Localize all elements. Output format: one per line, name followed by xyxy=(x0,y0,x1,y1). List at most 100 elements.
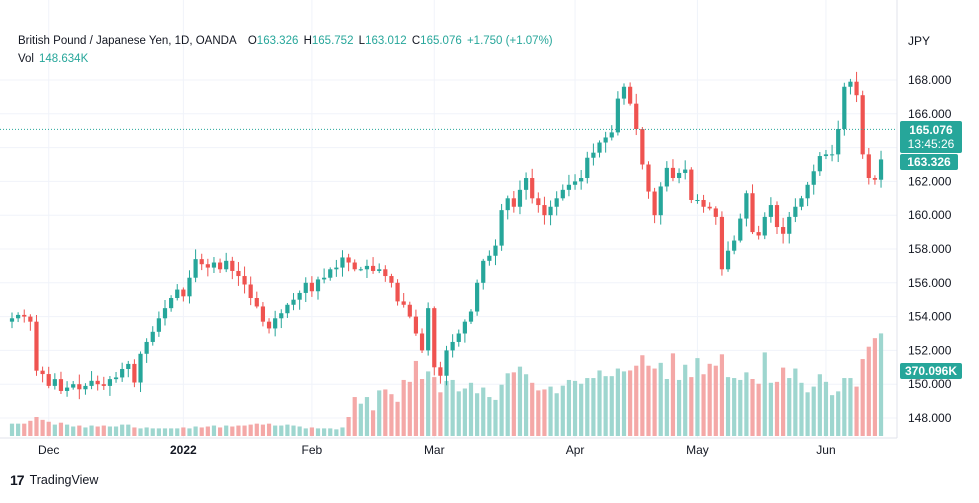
candle[interactable] xyxy=(309,276,314,297)
candle[interactable] xyxy=(107,376,113,396)
candle[interactable] xyxy=(181,287,186,302)
candle[interactable] xyxy=(52,373,57,390)
candle[interactable] xyxy=(848,78,853,95)
candle[interactable] xyxy=(866,147,871,185)
candle[interactable] xyxy=(34,314,39,376)
candle[interactable] xyxy=(836,120,841,163)
candle[interactable] xyxy=(16,312,21,323)
candle[interactable] xyxy=(413,309,419,336)
candle[interactable] xyxy=(389,273,394,288)
candle[interactable] xyxy=(205,258,210,277)
candle[interactable] xyxy=(585,151,590,184)
candle[interactable] xyxy=(46,366,51,389)
candle[interactable] xyxy=(781,217,786,244)
candle[interactable] xyxy=(560,184,565,201)
candle[interactable] xyxy=(591,143,596,166)
candle[interactable] xyxy=(28,314,33,331)
candle[interactable] xyxy=(101,376,106,390)
candle[interactable] xyxy=(548,200,553,226)
candle[interactable] xyxy=(224,252,229,273)
candle[interactable] xyxy=(456,329,461,347)
candle[interactable] xyxy=(138,351,143,393)
candle[interactable] xyxy=(725,241,731,272)
candle[interactable] xyxy=(113,371,119,383)
candle[interactable] xyxy=(322,268,327,284)
candle[interactable] xyxy=(823,149,829,160)
candle[interactable] xyxy=(652,187,657,224)
candle[interactable] xyxy=(628,82,633,106)
candle[interactable] xyxy=(260,302,266,327)
candle[interactable] xyxy=(236,262,241,286)
candle[interactable] xyxy=(377,263,382,274)
candle[interactable] xyxy=(279,309,284,329)
candle[interactable] xyxy=(536,192,541,213)
candle[interactable] xyxy=(701,194,706,213)
candle[interactable] xyxy=(77,374,82,400)
candle[interactable] xyxy=(805,181,810,207)
candle[interactable] xyxy=(144,338,149,363)
candle[interactable] xyxy=(634,93,639,136)
candle[interactable] xyxy=(646,161,651,199)
candle[interactable] xyxy=(487,250,492,266)
candle[interactable] xyxy=(334,259,339,277)
candle[interactable] xyxy=(732,235,737,255)
candle[interactable] xyxy=(426,302,431,356)
candle[interactable] xyxy=(615,91,620,136)
candle[interactable] xyxy=(750,184,755,235)
candle[interactable] xyxy=(799,195,804,211)
candle[interactable] xyxy=(199,253,204,271)
candle[interactable] xyxy=(713,206,718,225)
candle[interactable] xyxy=(230,256,235,280)
candle[interactable] xyxy=(9,312,15,329)
candle[interactable] xyxy=(530,168,535,204)
candle[interactable] xyxy=(273,310,278,337)
candle[interactable] xyxy=(64,381,70,397)
time-axis[interactable]: Dec 2022 Feb Mar Apr May Jun xyxy=(38,443,836,457)
candle[interactable] xyxy=(370,257,376,274)
candle[interactable] xyxy=(89,371,94,390)
candle[interactable] xyxy=(609,125,614,141)
candle[interactable] xyxy=(683,160,688,180)
candle[interactable] xyxy=(554,191,559,216)
candle[interactable] xyxy=(83,383,88,395)
candle[interactable] xyxy=(793,198,798,223)
candle[interactable] xyxy=(346,253,351,272)
candle[interactable] xyxy=(787,211,792,244)
candle[interactable] xyxy=(768,197,773,223)
candle[interactable] xyxy=(523,172,529,200)
candle[interactable] xyxy=(738,213,743,243)
candle[interactable] xyxy=(364,259,370,278)
symbol-description[interactable]: British Pound / Japanese Yen, 1D, OANDA xyxy=(18,35,237,47)
candle[interactable] xyxy=(511,191,516,213)
candle[interactable] xyxy=(621,83,627,105)
candle[interactable] xyxy=(640,127,645,170)
candle[interactable] xyxy=(505,195,510,220)
candle[interactable] xyxy=(566,174,572,197)
candle[interactable] xyxy=(481,258,486,290)
candle[interactable] xyxy=(493,239,498,266)
candle[interactable] xyxy=(462,319,467,343)
candle[interactable] xyxy=(756,225,761,240)
candle[interactable] xyxy=(854,71,859,103)
candle[interactable] xyxy=(419,328,425,354)
candle[interactable] xyxy=(162,300,168,326)
candle[interactable] xyxy=(817,152,822,176)
candle[interactable] xyxy=(719,211,725,276)
candle[interactable] xyxy=(658,182,663,225)
candle[interactable] xyxy=(285,303,290,318)
candle[interactable] xyxy=(352,259,357,272)
candle[interactable] xyxy=(175,284,180,301)
candle[interactable] xyxy=(407,301,412,319)
candle[interactable] xyxy=(126,360,131,378)
candle[interactable] xyxy=(303,277,308,303)
candle[interactable] xyxy=(187,270,192,304)
candle[interactable] xyxy=(432,306,437,376)
candle[interactable] xyxy=(572,174,578,190)
candle[interactable] xyxy=(872,175,878,185)
candle[interactable] xyxy=(579,169,584,190)
candle[interactable] xyxy=(829,144,835,162)
candle[interactable] xyxy=(132,359,137,388)
candle[interactable] xyxy=(266,318,272,334)
candle[interactable] xyxy=(383,265,388,282)
